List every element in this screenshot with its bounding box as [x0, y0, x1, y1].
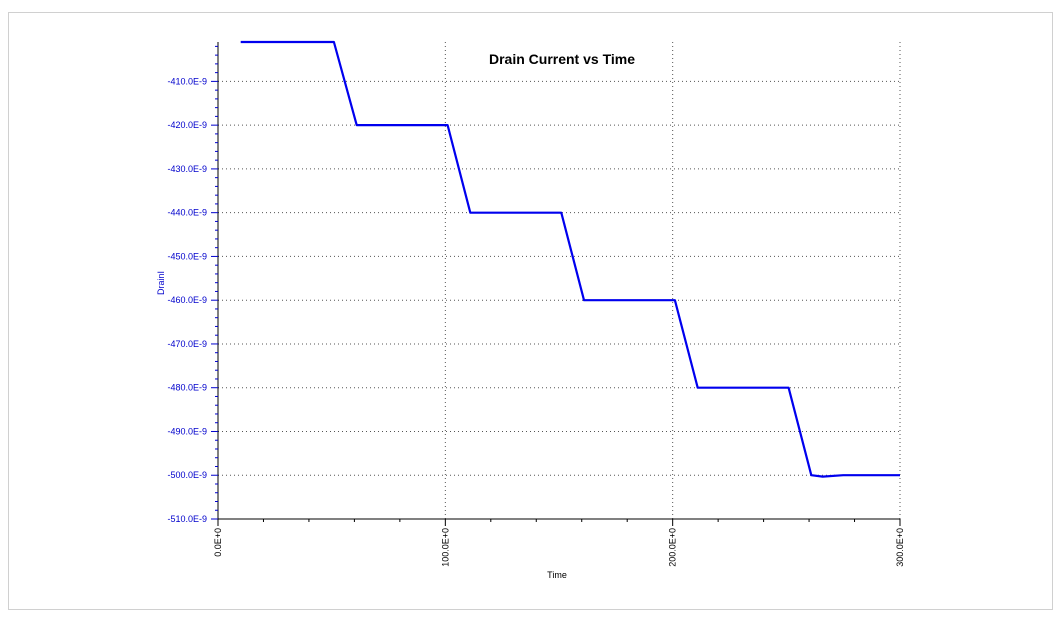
- y-tick-label: -480.0E-9: [167, 383, 207, 393]
- series-line: [240, 40, 900, 478]
- y-tick-label: -450.0E-9: [167, 251, 207, 261]
- y-tick-label: -510.0E-9: [167, 514, 207, 524]
- x-tick-labels: 0.0E+0 100.0E+0 200.0E+0 300.0E+0: [213, 528, 905, 567]
- chart-frame: Drain Current vs Time Time DrainI -410.0…: [8, 12, 1053, 610]
- x-tick-label: 300.0E+0: [895, 528, 905, 567]
- chart-title: Drain Current vs Time: [489, 51, 635, 67]
- y-tick-label: -440.0E-9: [167, 208, 207, 218]
- y-tick-label: -460.0E-9: [167, 295, 207, 305]
- y-tick-label: -410.0E-9: [167, 76, 207, 86]
- y-tick-label: -470.0E-9: [167, 339, 207, 349]
- axes: [211, 42, 901, 526]
- y-tick-label: -430.0E-9: [167, 164, 207, 174]
- grid: [218, 42, 901, 519]
- line-chart: Drain Current vs Time Time DrainI -410.0…: [156, 40, 905, 580]
- x-tick-label: 200.0E+0: [668, 528, 678, 567]
- y-tick-label: -490.0E-9: [167, 426, 207, 436]
- x-tick-label: 100.0E+0: [440, 528, 450, 567]
- x-tick-label: 0.0E+0: [213, 528, 223, 557]
- y-axis-label: DrainI: [156, 271, 166, 295]
- y-tick-label: -500.0E-9: [167, 470, 207, 480]
- series-layer: [240, 40, 900, 478]
- x-axis-label: Time: [547, 570, 567, 580]
- y-tick-label: -420.0E-9: [167, 120, 207, 130]
- y-tick-labels: -410.0E-9 -420.0E-9 -430.0E-9 -440.0E-9 -450…: [167, 76, 207, 524]
